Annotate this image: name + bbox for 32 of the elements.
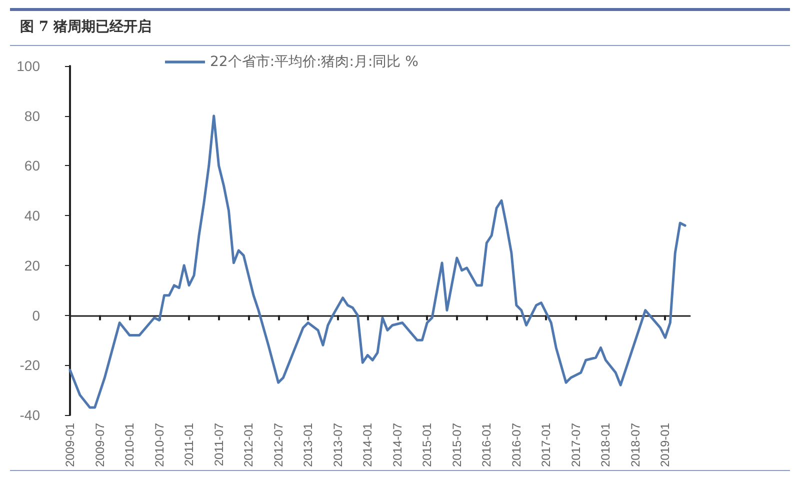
x-tick-label: 2018-01 xyxy=(598,422,613,468)
x-tick-label: 2012-01 xyxy=(242,422,256,468)
x-tick-label: 2017-01 xyxy=(539,422,554,468)
y-tick-label: -40 xyxy=(20,406,40,423)
x-tick-label: 2011-01 xyxy=(182,422,196,466)
x-tick-label: 2010-07 xyxy=(152,422,166,468)
x-tick-label: 2010-01 xyxy=(122,422,137,468)
x-tick-label: 2016-01 xyxy=(480,422,494,468)
y-tick-label: 0 xyxy=(32,307,40,324)
x-tick-label: 2012-07 xyxy=(271,422,286,468)
x-tick-label: 2013-01 xyxy=(301,422,316,468)
x-tick-label: 2013-07 xyxy=(330,422,345,468)
x-tick-label: 2014-01 xyxy=(360,422,375,468)
x-tick-label: 2009-01 xyxy=(63,422,77,468)
x-tick-label: 2018-07 xyxy=(628,422,642,468)
x-tick-label: 2014-07 xyxy=(390,422,404,468)
x-tick-label: 2017-07 xyxy=(568,422,583,468)
chart-title: 图 7 猪周期已经开启 xyxy=(20,18,152,36)
x-tick-label: 2009-07 xyxy=(92,422,107,468)
y-tick-label: -20 xyxy=(20,357,40,374)
y-tick-label: 40 xyxy=(24,208,40,224)
x-tick-label: 2015-07 xyxy=(450,422,464,468)
y-tick-label: 60 xyxy=(24,158,40,174)
x-tick-label: 2011-07 xyxy=(212,422,226,466)
x-tick-label: 2015-01 xyxy=(420,422,434,468)
y-tick-label: 80 xyxy=(24,108,40,124)
y-tick-label: 20 xyxy=(24,257,40,274)
y-tick-label: 100 xyxy=(16,58,40,74)
legend-label: 22个省市:平均价:猪肉:月:同比 % xyxy=(210,54,418,70)
line-series xyxy=(68,114,686,409)
x-tick-label: 2019-01 xyxy=(658,422,672,468)
x-tick-label: 2016-07 xyxy=(509,422,524,468)
